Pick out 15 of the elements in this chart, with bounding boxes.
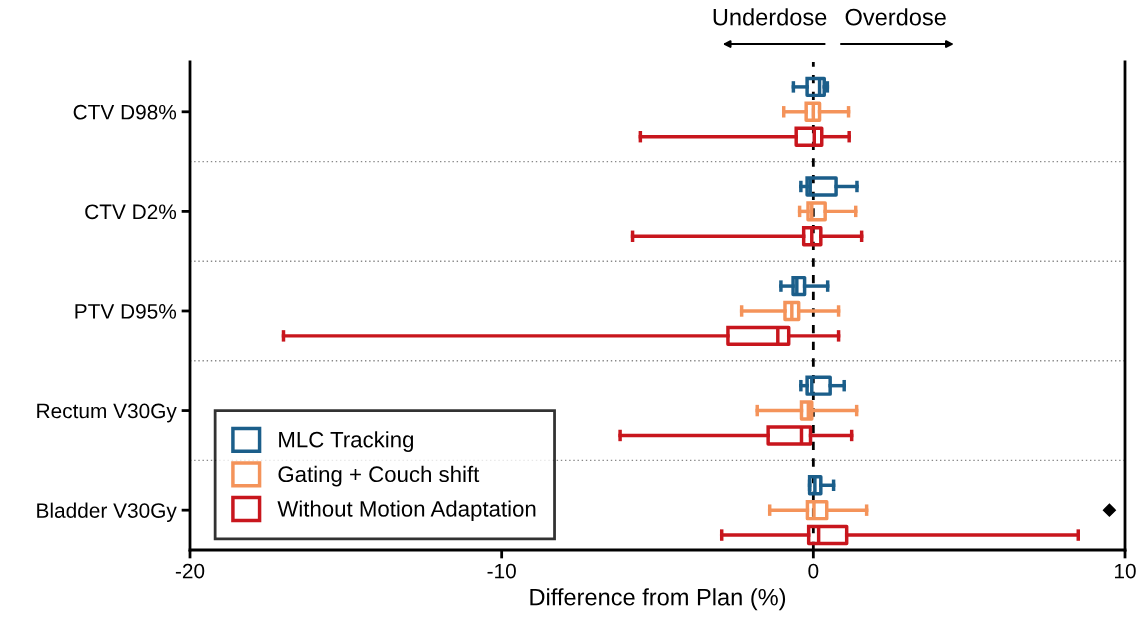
legend-label: MLC Tracking [279,431,414,452]
legend-label: Gating + Couch shift [278,465,480,487]
y-tick-label: CTV D98% [73,104,177,120]
x-tick-label: 0 [808,563,819,579]
text: Underdose [713,8,827,26]
legend-label: Without Motion Adaptation [277,500,536,522]
x-tick-label: 10 [1115,563,1136,579]
y-tick-label: Rectum V30Gy [37,403,177,423]
y-tick-label: Bladder V30Gy [37,502,177,523]
x-tick-label: -20 [175,563,205,579]
x-axis-title: Difference from Plan (%) [530,588,786,611]
x-tick-label: -10 [487,563,516,579]
y-tick-label: PTV D95% [75,303,177,319]
y-tick-label: CTV D2% [85,204,177,220]
text: Overdose [845,8,946,26]
